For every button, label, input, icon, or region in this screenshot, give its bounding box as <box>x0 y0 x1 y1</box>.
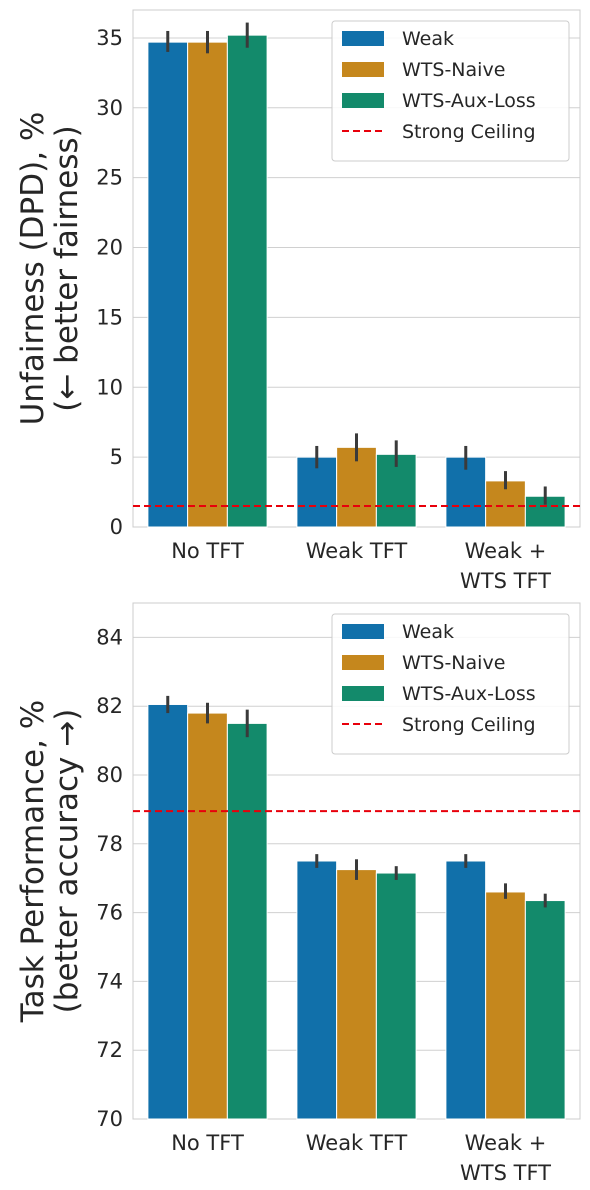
legend-label: WTS-Aux-Loss <box>402 90 536 112</box>
legend-label: WTS-Naive <box>402 59 505 81</box>
y-axis-label: Task Performance, % <box>15 700 51 1023</box>
y-tick-label: 35 <box>96 26 123 50</box>
y-tick-label: 74 <box>96 969 123 993</box>
chart-2: 70 72 74 76 78 80 82 84 No TFT Weak TFT Weak + WTS … <box>15 602 581 1185</box>
bar-wts-aux-loss-1 <box>226 34 268 528</box>
y-axis-label: Unfairness (DPD), % <box>15 112 51 426</box>
x-tick-label: No TFT <box>171 1131 244 1155</box>
y-tick-label: 30 <box>96 96 123 120</box>
bar-weak-1 <box>147 703 189 1120</box>
x-tick-label: Weak + <box>465 539 547 563</box>
y-tick-label: 78 <box>96 832 123 856</box>
legend-swatch <box>342 62 384 77</box>
y-tick-label: 0 <box>110 515 123 539</box>
legend-swatch <box>342 655 384 670</box>
bar-wts-naive-1 <box>187 41 228 528</box>
chart-1: 0 5 10 15 20 25 30 35 No TFT Weak TFT Weak + WTS TF… <box>15 9 581 593</box>
legend-label: WTS-Naive <box>402 652 505 674</box>
y-axis-label: (better accuracy →) <box>49 709 85 1014</box>
y-tick-label: 72 <box>96 1038 123 1062</box>
legend-swatch <box>342 686 384 701</box>
bar-wts-naive-1 <box>187 712 228 1120</box>
legend: Weak WTS-Naive WTS-Aux-Loss Strong Ceiling <box>331 613 570 755</box>
y-tick-label: 70 <box>96 1107 123 1131</box>
bar-weak-2 <box>296 456 338 528</box>
x-tick-label: WTS TFT <box>460 569 551 593</box>
legend-label: Strong Ceiling <box>402 714 536 736</box>
y-axis-label: (← better fairness) <box>49 125 85 412</box>
bar-wts-aux-loss-2 <box>375 872 417 1120</box>
y-tick-label: 5 <box>110 445 123 469</box>
y-tick-label: 15 <box>96 305 123 329</box>
legend-label: WTS-Aux-Loss <box>402 683 536 705</box>
legend-swatch <box>342 93 384 108</box>
legend-swatch <box>342 624 384 639</box>
x-tick-label: Weak TFT <box>306 1131 408 1155</box>
x-tick-label: Weak TFT <box>306 539 408 563</box>
x-tick-label: Weak + <box>465 1131 547 1155</box>
legend-box <box>331 20 570 162</box>
x-tick-label: WTS TFT <box>460 1161 551 1185</box>
y-tick-label: 20 <box>96 236 123 260</box>
x-tick-label: No TFT <box>171 539 244 563</box>
legend-swatch <box>342 31 384 46</box>
legend-label: Weak <box>402 28 454 50</box>
y-tick-label: 84 <box>96 625 123 649</box>
legend-label: Strong Ceiling <box>402 121 536 143</box>
bar-weak-1 <box>147 41 189 528</box>
bar-wts-aux-loss-1 <box>226 722 268 1120</box>
bar-weak-2 <box>296 860 338 1120</box>
y-tick-label: 80 <box>96 763 123 787</box>
bar-wts-naive-2 <box>336 869 377 1120</box>
y-tick-label: 76 <box>96 901 123 925</box>
legend-box <box>331 613 570 755</box>
y-tick-label: 10 <box>96 375 123 399</box>
bar-weak-3 <box>445 860 487 1120</box>
bar-wts-aux-loss-3 <box>524 900 566 1120</box>
bar-wts-naive-3 <box>485 891 526 1120</box>
y-tick-label: 82 <box>96 694 123 718</box>
legend: Weak WTS-Naive WTS-Aux-Loss Strong Ceiling <box>331 20 570 162</box>
legend-label: Weak <box>402 621 454 643</box>
y-tick-label: 25 <box>96 166 123 190</box>
